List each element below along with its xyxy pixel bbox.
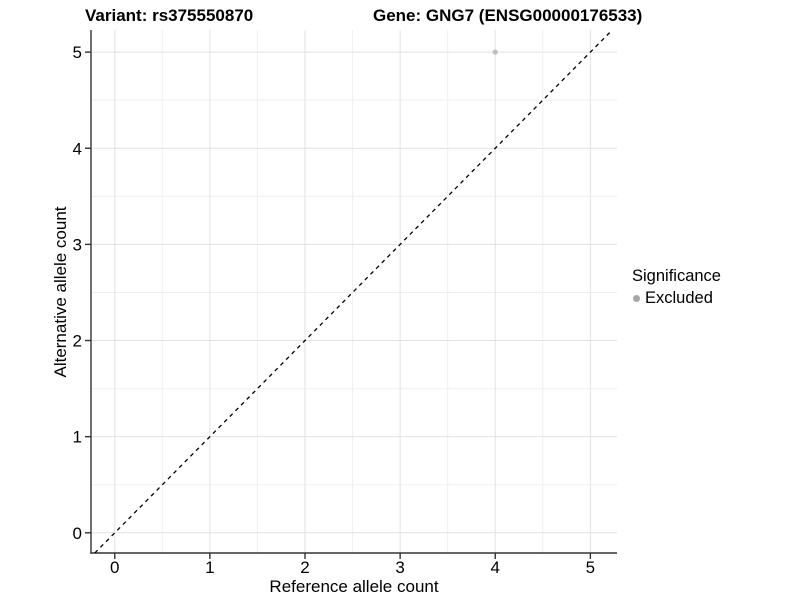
y-tick-label: 1: [73, 428, 82, 447]
identity-line: [94, 29, 613, 554]
y-tick-label: 0: [73, 524, 82, 543]
y-tick-label: 2: [73, 332, 82, 351]
plot-title-gene: Gene: GNG7 (ENSG00000176533): [373, 6, 643, 25]
y-tick-label: 5: [73, 43, 82, 62]
y-tick-label: 4: [73, 139, 82, 158]
x-tick-label: 2: [300, 558, 309, 577]
x-tick-label: 5: [586, 558, 595, 577]
legend-title: Significance: [632, 267, 721, 285]
data-point[interactable]: [492, 49, 498, 55]
legend-item-label: Excluded: [645, 289, 713, 307]
plot-title-variant: Variant: rs375550870: [85, 6, 254, 25]
y-tick-label: 3: [73, 235, 82, 254]
x-tick-label: 1: [205, 558, 214, 577]
x-axis-title: Reference allele count: [269, 577, 439, 596]
x-tick-label: 4: [491, 558, 500, 577]
legend-key-dot-icon: [633, 295, 640, 302]
legend-item-excluded[interactable]: Excluded: [632, 289, 721, 308]
x-tick-label: 3: [395, 558, 404, 577]
x-tick-label: 0: [110, 558, 119, 577]
y-axis-title: Alternative allele count: [51, 206, 70, 378]
legend: Significance Excluded: [632, 267, 721, 308]
